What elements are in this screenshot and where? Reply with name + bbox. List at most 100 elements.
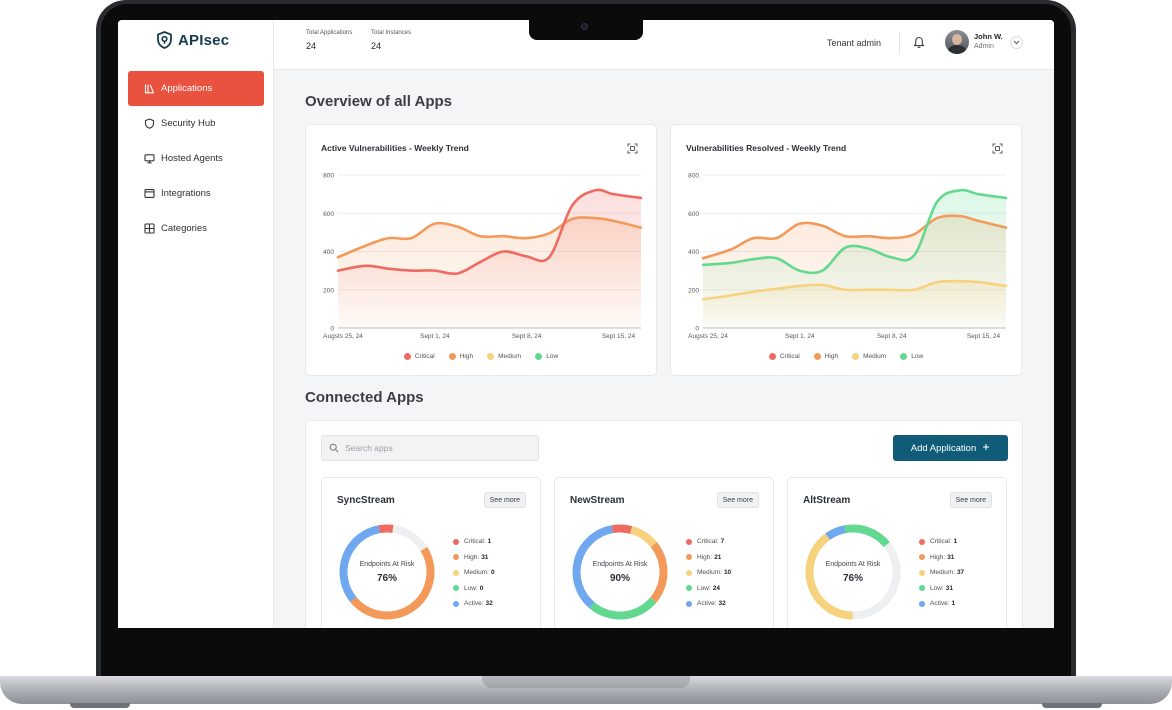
legend-dot bbox=[448, 353, 456, 360]
legend-item-low: Low bbox=[535, 353, 558, 360]
sidebar-item-security-hub[interactable]: Security Hub bbox=[128, 106, 264, 141]
sidebar-item-applications[interactable]: Applications bbox=[128, 71, 264, 106]
brand-logo[interactable]: APIsec bbox=[156, 31, 229, 49]
severity-count: 0 bbox=[490, 569, 495, 577]
series-line-medium bbox=[701, 279, 1008, 301]
severity-row-high: High: 31 bbox=[919, 550, 964, 566]
severity-count: 1 bbox=[487, 538, 492, 546]
legend-label: Medium bbox=[863, 353, 887, 360]
severity-count: 0 bbox=[479, 584, 484, 592]
severity-dot bbox=[686, 585, 692, 592]
donut-caption: Endpoints At Risk bbox=[359, 560, 415, 568]
legend-item-medium: Medium bbox=[852, 353, 886, 360]
donut-percent: 90% bbox=[609, 572, 630, 584]
y-tick-label: 200 bbox=[688, 287, 699, 294]
legend-item-critical: Critical bbox=[768, 353, 800, 360]
grid-icon bbox=[142, 222, 156, 236]
chart-legend: Critical High Medium Low bbox=[306, 353, 656, 360]
severity-count: 32 bbox=[485, 600, 493, 608]
severity-label: Low: bbox=[464, 584, 478, 592]
divider bbox=[899, 32, 900, 54]
section-title: Connected Apps bbox=[305, 389, 424, 406]
donut-segment-active bbox=[825, 525, 847, 540]
severity-dot bbox=[686, 554, 692, 561]
severity-count: 7 bbox=[720, 538, 725, 546]
donut-segment-high bbox=[350, 546, 435, 620]
x-tick-label: Sept 8, 24 bbox=[877, 333, 907, 340]
avatar-head bbox=[952, 34, 962, 45]
chevron-down-icon[interactable] bbox=[1010, 36, 1023, 49]
legend-dot bbox=[535, 353, 543, 360]
app-card[interactable]: NewStream See more Endpoints At Risk 90%… bbox=[554, 477, 774, 628]
x-tick-label: Sept 15, 24 bbox=[602, 333, 636, 340]
severity-row-medium: Medium: 0 bbox=[453, 565, 495, 581]
donut-percent: 76% bbox=[842, 572, 863, 584]
severity-list: Critical: 7 High: 21 Medium: 10 Low: 24 Active: 3… bbox=[686, 534, 731, 612]
camera-icon bbox=[581, 23, 588, 30]
expand-icon[interactable] bbox=[992, 141, 1003, 159]
camera-notch bbox=[529, 20, 643, 40]
severity-count: 10 bbox=[723, 569, 732, 577]
severity-count: 24 bbox=[712, 584, 720, 592]
legend-item-medium: Medium bbox=[487, 353, 521, 360]
chart-card-vulnerabilities-resolved: Vulnerabilities Resolved - Weekly Trend … bbox=[670, 124, 1022, 376]
severity-count: 32 bbox=[718, 600, 726, 608]
severity-dot bbox=[453, 600, 459, 607]
severity-dot bbox=[453, 554, 459, 561]
legend-dot bbox=[403, 353, 411, 360]
donut-caption: Endpoints At Risk bbox=[592, 560, 648, 568]
y-tick-label: 0 bbox=[695, 326, 699, 333]
laptop-foot bbox=[70, 703, 130, 708]
add-application-button[interactable]: Add Application bbox=[893, 435, 1008, 461]
severity-dot bbox=[919, 600, 925, 607]
severity-list: Critical: 1 High: 31 Medium: 37 Low: 31 Active: 1 bbox=[919, 534, 964, 612]
connected-apps-panel: Add Application SyncStream See more Endp… bbox=[305, 420, 1023, 628]
app-name: SyncStream bbox=[337, 495, 395, 506]
severity-count: 37 bbox=[956, 569, 965, 577]
series-area bbox=[338, 189, 641, 328]
legend-item-high: High bbox=[448, 353, 473, 360]
search-box[interactable] bbox=[321, 435, 539, 461]
severity-row-medium: Medium: 37 bbox=[919, 565, 964, 581]
series-area bbox=[703, 190, 1006, 328]
avatar[interactable] bbox=[945, 30, 969, 54]
search-input[interactable] bbox=[345, 443, 525, 453]
search-icon bbox=[329, 443, 339, 453]
sidebar-nav: Applications Security Hub Hosted Agents … bbox=[128, 71, 264, 246]
severity-label: Critical: bbox=[697, 538, 719, 546]
expand-icon[interactable] bbox=[627, 141, 638, 159]
app-card[interactable]: SyncStream See more Endpoints At Risk 76… bbox=[321, 477, 541, 628]
sidebar-item-categories[interactable]: Categories bbox=[128, 211, 264, 246]
window-icon bbox=[142, 187, 156, 201]
app-card[interactable]: AltStream See more Endpoints At Risk 76%… bbox=[787, 477, 1007, 628]
page-title: Overview of all Apps bbox=[305, 93, 452, 110]
avatar-body bbox=[948, 45, 966, 54]
see-more-button[interactable]: See more bbox=[483, 492, 526, 508]
bell-icon[interactable] bbox=[913, 36, 925, 54]
donut-segment-critical bbox=[611, 524, 633, 534]
sidebar-item-integrations[interactable]: Integrations bbox=[128, 176, 264, 211]
laptop-foot bbox=[1042, 703, 1102, 708]
donut-percent: 76% bbox=[376, 572, 397, 584]
tenant-selector[interactable]: Tenant admin bbox=[827, 38, 882, 48]
severity-count: 1 bbox=[953, 538, 958, 546]
chart-title: Active Vulnerabilities - Weekly Trend bbox=[321, 143, 469, 153]
y-tick-label: 600 bbox=[688, 211, 699, 218]
series-line-high bbox=[336, 216, 643, 259]
stat-value: 24 bbox=[371, 41, 382, 51]
plus-icon bbox=[982, 443, 990, 454]
severity-dot bbox=[453, 569, 459, 576]
see-more-button[interactable]: See more bbox=[716, 492, 759, 508]
x-tick-label: Sept 15, 24 bbox=[967, 333, 1001, 340]
user-role: Admin bbox=[974, 43, 994, 50]
legend-item-high: High bbox=[813, 353, 838, 360]
see-more-button[interactable]: See more bbox=[949, 492, 992, 508]
severity-count: 31 bbox=[947, 553, 955, 561]
severity-label: Low: bbox=[697, 584, 711, 592]
x-tick-label: Sept 1, 24 bbox=[785, 333, 815, 340]
x-tick-label: Augsts 25, 24 bbox=[688, 333, 728, 340]
sidebar-item-hosted-agents[interactable]: Hosted Agents bbox=[128, 141, 264, 176]
donut-chart bbox=[339, 524, 435, 620]
severity-dot bbox=[919, 569, 925, 576]
x-tick-label: Augsts 25, 24 bbox=[323, 333, 363, 340]
